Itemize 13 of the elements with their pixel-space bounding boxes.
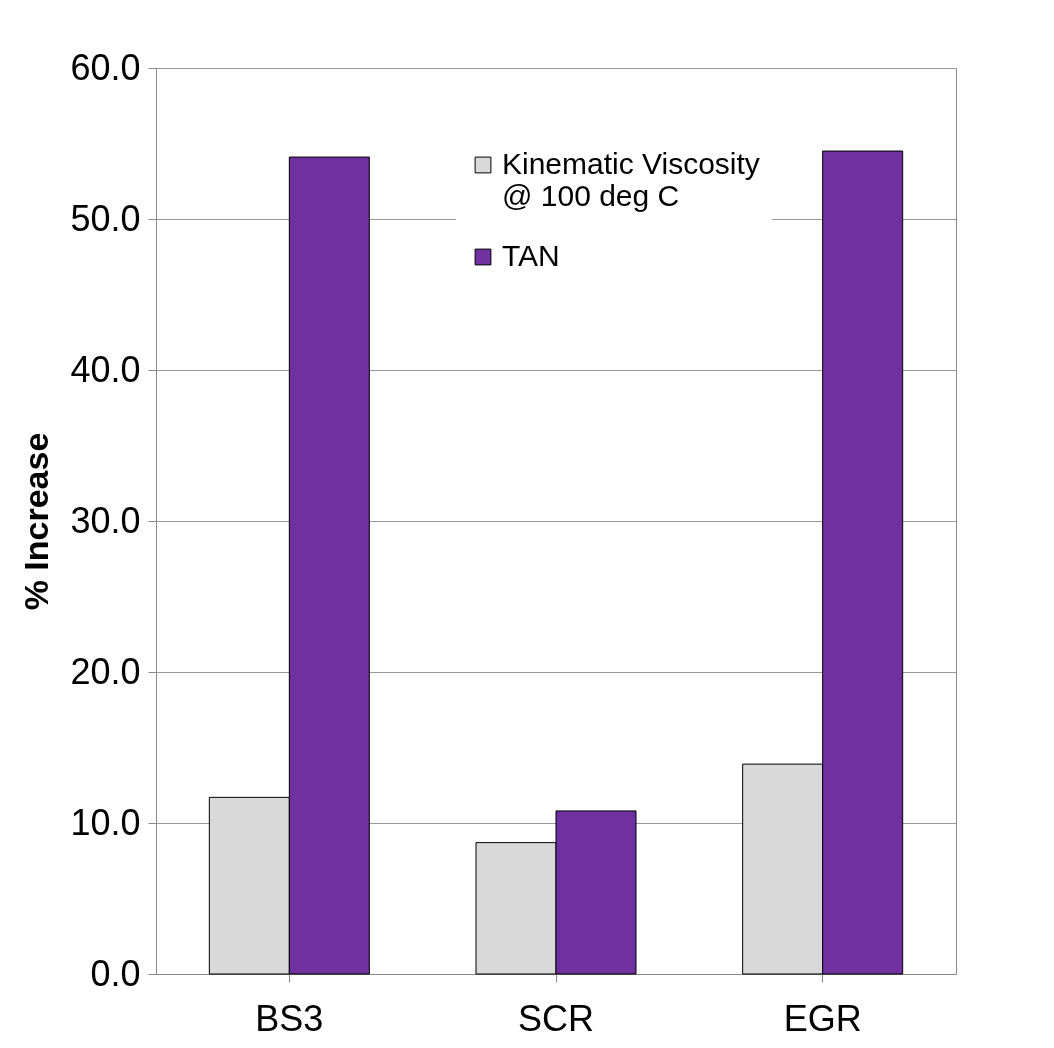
- legend-label: TAN: [502, 239, 560, 272]
- y-tick-label: 20.0: [70, 650, 141, 692]
- y-tick-label: 10.0: [70, 801, 141, 843]
- x-tick-label: BS3: [255, 997, 324, 1039]
- y-tick-label: 50.0: [70, 197, 141, 239]
- y-tick-label: 60.0: [70, 46, 141, 88]
- legend-label: Kinematic Viscosity @ 100 deg C: [502, 147, 760, 212]
- y-axis-title: % Increase: [17, 432, 56, 611]
- y-tick-label: 0.0: [90, 952, 141, 994]
- x-tick-label: EGR: [783, 997, 862, 1039]
- y-tick-label: 30.0: [70, 499, 141, 541]
- y-tick-label: 40.0: [70, 348, 141, 390]
- x-tick-label: SCR: [517, 997, 595, 1039]
